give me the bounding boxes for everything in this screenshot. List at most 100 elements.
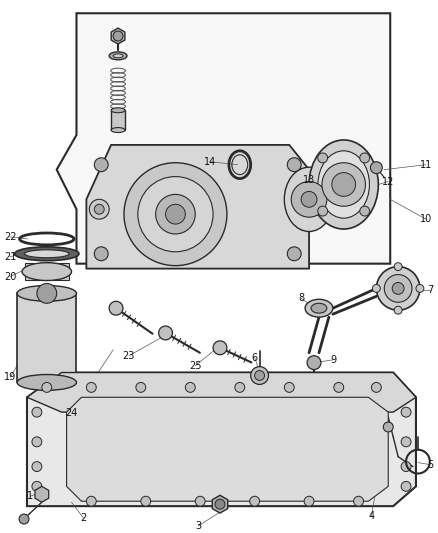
Text: 1: 1: [27, 491, 33, 501]
Circle shape: [138, 176, 213, 252]
Text: 12: 12: [382, 176, 395, 187]
Text: 7: 7: [427, 285, 433, 295]
Circle shape: [394, 306, 402, 314]
Circle shape: [401, 481, 411, 491]
Circle shape: [372, 285, 380, 293]
Text: 21: 21: [4, 252, 16, 262]
Circle shape: [32, 407, 42, 417]
Ellipse shape: [111, 108, 125, 113]
Polygon shape: [86, 145, 309, 269]
Circle shape: [159, 326, 173, 340]
Text: 13: 13: [303, 174, 315, 184]
Circle shape: [401, 437, 411, 447]
Circle shape: [384, 274, 412, 302]
Circle shape: [287, 158, 301, 172]
Circle shape: [416, 285, 424, 293]
Bar: [25, 263, 69, 280]
Text: 3: 3: [195, 521, 201, 531]
Circle shape: [185, 383, 195, 392]
Circle shape: [307, 356, 321, 369]
Ellipse shape: [311, 303, 327, 313]
Circle shape: [86, 383, 96, 392]
Polygon shape: [67, 397, 388, 501]
Circle shape: [251, 367, 268, 384]
Polygon shape: [111, 28, 125, 44]
Circle shape: [254, 370, 265, 381]
Circle shape: [42, 383, 52, 392]
Polygon shape: [212, 495, 228, 513]
Polygon shape: [35, 486, 49, 502]
Circle shape: [113, 31, 123, 41]
Circle shape: [136, 383, 146, 392]
Polygon shape: [27, 373, 416, 506]
Circle shape: [235, 383, 245, 392]
Text: 8: 8: [298, 293, 304, 303]
Ellipse shape: [305, 300, 333, 317]
Polygon shape: [27, 373, 416, 412]
Circle shape: [94, 247, 108, 261]
Text: 19: 19: [4, 373, 16, 383]
Circle shape: [360, 153, 370, 163]
Circle shape: [284, 383, 294, 392]
Circle shape: [94, 158, 108, 172]
Circle shape: [94, 204, 104, 214]
Circle shape: [376, 266, 420, 310]
Text: 9: 9: [331, 354, 337, 365]
Circle shape: [155, 195, 195, 234]
Circle shape: [353, 496, 364, 506]
Ellipse shape: [309, 140, 378, 229]
Circle shape: [371, 161, 382, 174]
Text: 23: 23: [123, 351, 135, 361]
Circle shape: [383, 422, 393, 432]
Text: 22: 22: [4, 232, 16, 242]
Circle shape: [334, 383, 344, 392]
Circle shape: [304, 496, 314, 506]
Circle shape: [371, 383, 381, 392]
Circle shape: [301, 191, 317, 207]
Text: 20: 20: [4, 271, 16, 281]
Text: 6: 6: [251, 353, 258, 362]
Circle shape: [37, 284, 57, 303]
Text: 4: 4: [368, 511, 374, 521]
Circle shape: [166, 204, 185, 224]
Circle shape: [360, 206, 370, 216]
Text: 2: 2: [80, 513, 87, 523]
Ellipse shape: [111, 127, 125, 133]
Text: 10: 10: [420, 214, 432, 224]
Circle shape: [401, 407, 411, 417]
Circle shape: [322, 163, 365, 206]
Circle shape: [32, 437, 42, 447]
Ellipse shape: [25, 250, 69, 258]
Ellipse shape: [22, 263, 71, 280]
Polygon shape: [57, 13, 390, 264]
Text: 5: 5: [427, 459, 433, 470]
Circle shape: [32, 481, 42, 491]
Text: 14: 14: [204, 157, 216, 167]
Circle shape: [392, 282, 404, 294]
Circle shape: [332, 173, 356, 196]
Text: 24: 24: [65, 408, 78, 418]
Circle shape: [250, 496, 260, 506]
Circle shape: [124, 163, 227, 265]
Ellipse shape: [17, 375, 77, 390]
Circle shape: [141, 496, 151, 506]
Circle shape: [215, 499, 225, 509]
Ellipse shape: [284, 167, 334, 231]
Circle shape: [89, 199, 109, 219]
Circle shape: [394, 263, 402, 271]
Circle shape: [109, 301, 123, 315]
Text: 11: 11: [420, 160, 432, 169]
Circle shape: [19, 514, 29, 524]
Bar: [17, 293, 77, 383]
Bar: [111, 110, 125, 130]
Circle shape: [287, 247, 301, 261]
Circle shape: [213, 341, 227, 355]
Ellipse shape: [113, 54, 123, 58]
Circle shape: [401, 462, 411, 472]
Circle shape: [318, 153, 328, 163]
Ellipse shape: [17, 286, 77, 301]
Circle shape: [291, 182, 327, 217]
Circle shape: [195, 496, 205, 506]
Circle shape: [318, 206, 328, 216]
Ellipse shape: [14, 247, 79, 261]
